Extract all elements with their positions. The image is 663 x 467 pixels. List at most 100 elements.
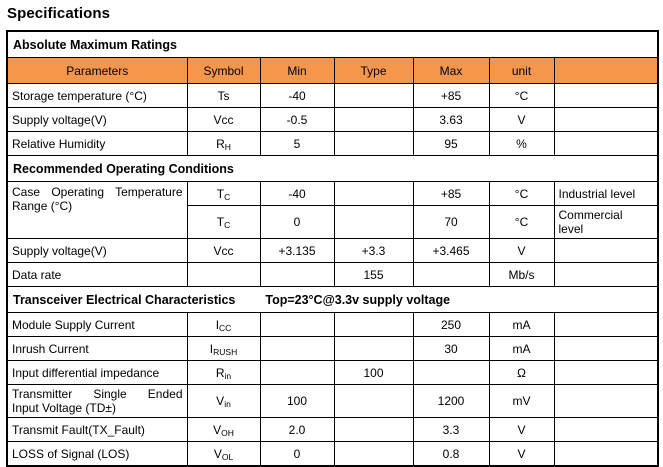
symbol-text: R <box>216 136 225 151</box>
cell-note <box>553 384 659 418</box>
cell-min <box>259 336 335 361</box>
cell-unit: °C <box>488 205 555 239</box>
text-line: Storage temperature (°C) <box>12 88 147 103</box>
cell-symbol: TC <box>186 205 261 239</box>
text-line: Input differential impedance <box>12 365 160 380</box>
cell-note <box>553 107 659 132</box>
cell-min: -0.5 <box>259 107 335 132</box>
column-header-max: Max <box>412 57 490 84</box>
column-header-parameters: Parameters <box>6 57 188 84</box>
symbol-subscript: in <box>224 399 231 409</box>
cell-symbol: TC <box>186 181 261 206</box>
cell-parameter: Supply voltage(V) <box>6 107 188 132</box>
text-line: Range (°C) <box>12 199 73 213</box>
cell-unit: Ω <box>488 360 555 385</box>
symbol-text: V <box>216 394 225 408</box>
cell-unit: mA <box>488 312 555 337</box>
cell-min <box>259 262 335 287</box>
column-header-empty <box>553 57 659 84</box>
cell-min: 5 <box>259 131 335 156</box>
cell-symbol: Vcc <box>186 238 261 263</box>
cell-type: 155 <box>333 262 414 287</box>
text-line: Transmitter Single Ended <box>12 387 183 401</box>
cell-symbol: Vin <box>186 384 261 418</box>
section-title-cell: Absolute Maximum Ratings <box>6 30 659 58</box>
table-row: TC 0 70 °C Commercial level <box>7 205 659 239</box>
column-header-row: Parameters Symbol Min Type Max unit <box>6 57 659 84</box>
section-title: Recommended Operating Conditions <box>13 161 234 176</box>
cell-note: Industrial level <box>553 181 659 206</box>
cell-min: -40 <box>259 83 335 108</box>
page-title: Specifications <box>7 5 111 22</box>
cell-note <box>553 312 659 337</box>
cell-max: +85 <box>412 181 490 206</box>
cell-symbol: IRUSH <box>186 336 261 361</box>
table-row: Supply voltage(V) Vcc +3.135 +3.3 +3.465 V <box>6 238 659 263</box>
cell-unit: Mb/s <box>488 262 555 287</box>
table-row: Transmit Fault(TX_Fault) VOH 2.0 3.3 V <box>6 417 659 442</box>
text-line: Supply voltage(V) <box>12 243 107 258</box>
symbol-subscript: CC <box>219 322 232 333</box>
cell-min: +3.135 <box>259 238 335 263</box>
cell-max: 3.3 <box>412 417 490 442</box>
cell-unit: V <box>488 238 555 263</box>
cell-type <box>333 441 414 467</box>
cell-max: +85 <box>412 83 490 108</box>
text-line: Supply voltage(V) <box>12 112 107 127</box>
cell-unit: V <box>488 107 555 132</box>
cell-parameter: Supply voltage(V) <box>6 238 188 263</box>
text-line: Case Operating Temperature <box>12 185 183 199</box>
section-row: Recommended Operating Conditions <box>6 155 659 182</box>
text-line: Input Voltage (TD±) <box>12 401 116 415</box>
cell-note <box>553 360 659 385</box>
cell-parameter: Data rate <box>6 262 188 287</box>
cell-unit: V <box>488 441 555 467</box>
specifications-page: Specifications Absolute Maximum Ratings P… <box>6 5 660 467</box>
text-line: Inrush Current <box>12 341 89 356</box>
symbol-text: Vcc <box>213 243 234 258</box>
cell-symbol: Rin <box>186 360 261 385</box>
section-row: Transceiver Electrical Characteristics To… <box>6 286 659 313</box>
table-row: Supply voltage(V) Vcc -0.5 3.63 V <box>6 107 659 132</box>
cell-min <box>259 312 335 337</box>
symbol-subscript: H <box>224 141 231 152</box>
cell-max <box>412 360 490 385</box>
section-condition: Top=23°C@3.3v supply voltage <box>265 292 451 307</box>
symbol-text: V <box>213 446 222 461</box>
cell-type <box>333 83 414 108</box>
cell-type <box>333 107 414 132</box>
cell-max: 70 <box>412 205 490 239</box>
cell-type <box>333 384 414 418</box>
cell-unit: °C <box>488 83 555 108</box>
table-row: Input differential impedance Rin 100 Ω <box>6 360 659 385</box>
cell-type <box>333 131 414 156</box>
table-row: Inrush Current IRUSH 30 mA <box>6 336 659 361</box>
symbol-text: T <box>216 215 225 229</box>
cell-symbol: ICC <box>186 312 261 337</box>
column-header-type: Type <box>333 57 414 84</box>
cell-max: 0.8 <box>412 441 490 467</box>
cell-min <box>259 360 335 385</box>
table-row: Module Supply Current ICC 250 mA <box>6 312 659 337</box>
symbol-text: V <box>213 422 222 437</box>
cell-symbol: VOH <box>186 417 261 442</box>
cell-max <box>412 262 490 287</box>
cell-max: 30 <box>412 336 490 361</box>
cell-unit: °C <box>488 181 555 206</box>
symbol-text: I <box>215 317 220 332</box>
cell-note <box>553 238 659 263</box>
section-title: Absolute Maximum Ratings <box>13 37 177 52</box>
table-row: Case Operating Temperature Range (°C) TC -4… <box>6 181 659 239</box>
cell-unit: V <box>488 417 555 442</box>
cell-symbol: VOL <box>186 441 261 467</box>
section-title-cell: Recommended Operating Conditions <box>6 155 659 182</box>
text-line: Commercial <box>558 208 623 222</box>
cell-parameter: LOSS of Signal (LOS) <box>6 441 188 467</box>
cell-parameter: Module Supply Current <box>6 312 188 337</box>
symbol-subscript: C <box>224 191 231 202</box>
symbol-text: Ts <box>217 88 230 103</box>
text-line: Data rate <box>12 267 62 282</box>
cell-note <box>553 336 659 361</box>
cell-parameter: Case Operating Temperature Range (°C) <box>6 181 188 239</box>
cell-min: 100 <box>259 384 335 418</box>
